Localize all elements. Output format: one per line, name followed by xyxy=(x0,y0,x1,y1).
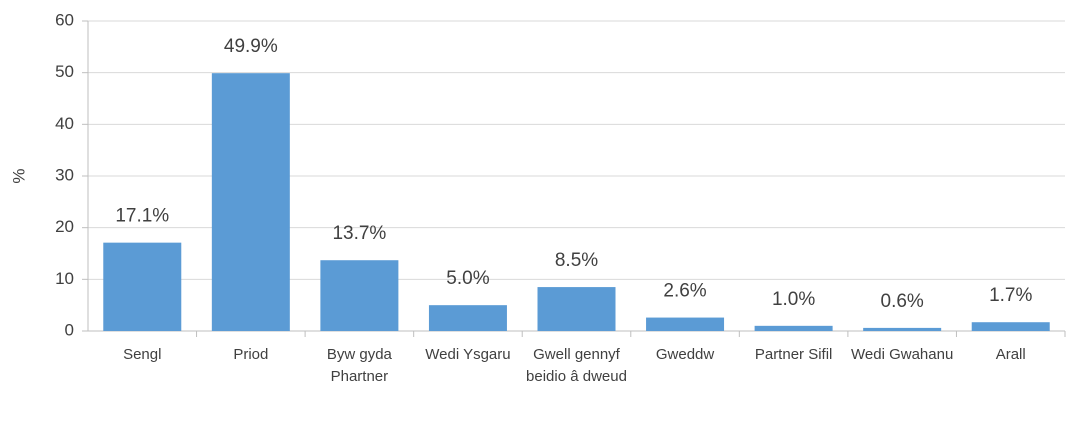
value-label: 8.5% xyxy=(555,250,598,271)
bar xyxy=(971,322,1050,331)
x-tick-label: Gwell gennyf beidio â dweud xyxy=(526,346,627,385)
x-tick-label: Priod xyxy=(233,346,269,363)
y-tick-label: 30 xyxy=(55,165,74,184)
y-tick-label: 50 xyxy=(55,62,74,81)
bar xyxy=(646,317,725,331)
y-tick-label: 20 xyxy=(55,217,74,236)
x-tick-label: Wedi Gwahanu xyxy=(851,346,954,363)
value-label: 49.9% xyxy=(224,36,278,57)
y-axis-label: % xyxy=(9,168,28,183)
y-tick-label: 0 xyxy=(65,320,74,339)
y-tick-label: 40 xyxy=(55,114,74,133)
x-tick-label: Gweddw xyxy=(655,346,715,363)
x-tick-label: Byw gyda Phartner xyxy=(326,346,392,385)
bar xyxy=(537,287,616,331)
bar xyxy=(863,327,942,331)
bar xyxy=(320,260,399,331)
value-label: 1.0% xyxy=(772,289,815,310)
value-label: 17.1% xyxy=(115,206,169,227)
bar xyxy=(428,305,507,331)
value-label: 13.7% xyxy=(332,223,386,244)
value-label: 2.6% xyxy=(663,281,706,302)
bar xyxy=(754,325,833,331)
x-tick-label: Wedi Ysgaru xyxy=(425,346,511,363)
value-label: 0.6% xyxy=(881,291,924,312)
y-tick-label: 60 xyxy=(55,10,74,29)
value-label: 5.0% xyxy=(446,268,489,289)
x-tick-label: Sengl xyxy=(123,346,162,363)
value-label: 1.7% xyxy=(989,285,1032,306)
bar xyxy=(211,73,290,331)
bar xyxy=(103,242,182,331)
x-tick-label: Arall xyxy=(995,346,1026,363)
x-tick-label: Partner Sifil xyxy=(754,346,833,363)
y-tick-label: 10 xyxy=(55,269,74,288)
